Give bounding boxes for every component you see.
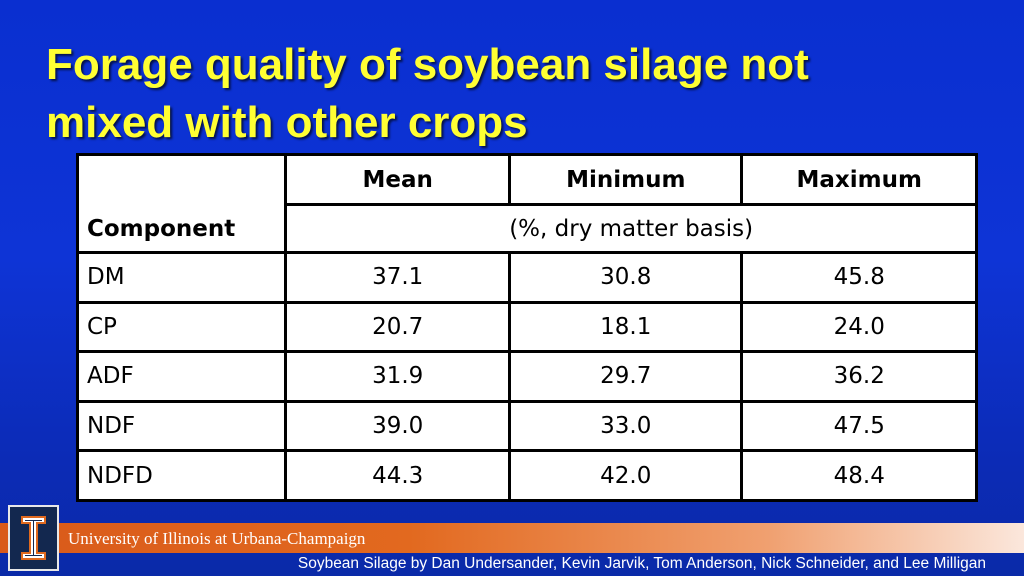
table-row: ADF 31.9 29.7 36.2	[79, 353, 975, 400]
minimum-cell: 30.8	[511, 254, 741, 301]
mean-cell: 44.3	[287, 452, 509, 499]
component-cell: CP	[79, 303, 285, 351]
header-units: (%, dry matter basis)	[287, 206, 975, 251]
slide-title: Forage quality of soybean silage not mix…	[46, 36, 1006, 152]
header-mean: Mean	[287, 156, 509, 203]
maximum-cell: 48.4	[743, 452, 975, 499]
minimum-cell: 33.0	[511, 402, 741, 450]
minimum-cell: 29.7	[511, 353, 741, 400]
maximum-cell: 36.2	[743, 353, 975, 400]
footer-bar	[0, 523, 1024, 553]
slide-title-line-1: Forage quality of soybean silage not	[46, 40, 809, 89]
mean-cell: 20.7	[287, 303, 509, 351]
mean-cell: 37.1	[287, 254, 509, 301]
table-row: CP 20.7 18.1 24.0	[79, 303, 975, 351]
component-cell: NDF	[79, 402, 285, 450]
mean-cell: 39.0	[287, 402, 509, 450]
slide-title-line-2: mixed with other crops	[46, 98, 528, 147]
illinois-block-i-icon	[10, 507, 57, 569]
table-row: NDFD 44.3 42.0 48.4	[79, 452, 975, 499]
component-cell: ADF	[79, 353, 285, 400]
maximum-cell: 24.0	[743, 303, 975, 351]
forage-quality-table: Component Mean Minimum Maximum (%, dry m…	[76, 153, 978, 502]
table-row: NDF 39.0 33.0 47.5	[79, 402, 975, 450]
maximum-cell: 45.8	[743, 254, 975, 301]
header-minimum: Minimum	[511, 156, 741, 203]
header-maximum: Maximum	[743, 156, 975, 203]
mean-cell: 31.9	[287, 353, 509, 400]
author-credit: Soybean Silage by Dan Undersander, Kevin…	[297, 555, 986, 572]
component-cell: NDFD	[79, 452, 285, 499]
university-name: University of Illinois at Urbana-Champai…	[68, 529, 366, 548]
minimum-cell: 42.0	[511, 452, 741, 499]
maximum-cell: 47.5	[743, 402, 975, 450]
component-cell: DM	[79, 254, 285, 301]
illinois-block-i-icon	[8, 505, 59, 571]
table-row: DM 37.1 30.8 45.8	[79, 254, 975, 301]
minimum-cell: 18.1	[511, 303, 741, 351]
header-component: Component	[79, 156, 285, 251]
